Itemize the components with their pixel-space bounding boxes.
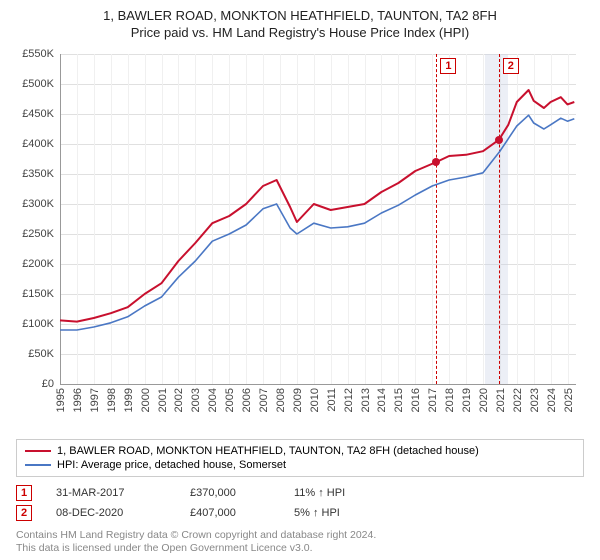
x-tick-label: 2010 [309,388,321,412]
y-tick-label: £550K [16,48,54,60]
event-pct-2: 5% ↑ HPI [294,507,404,519]
x-tick-label: 2022 [512,388,524,412]
series-marker-property [432,158,440,166]
x-tick-label: 2017 [427,388,439,412]
series-svg [60,54,576,384]
x-tick-label: 2011 [326,388,338,412]
event-date-2: 08-DEC-2020 [56,507,166,519]
x-tick-label: 2008 [275,388,287,412]
event-price-1: £370,000 [190,487,270,499]
legend-swatch-hpi [25,464,51,466]
legend-label-property: 1, BAWLER ROAD, MONKTON HEATHFIELD, TAUN… [57,445,479,457]
x-tick-label: 2003 [190,388,202,412]
legend-label-hpi: HPI: Average price, detached house, Some… [57,459,286,471]
x-tick-label: 2001 [157,388,169,412]
series-line-property [60,90,574,322]
event-marker-badge-2: 2 [503,58,519,74]
x-tick-label: 2019 [461,388,473,412]
footer-line1: Contains HM Land Registry data © Crown c… [16,529,584,543]
event-row-2: 2 08-DEC-2020 £407,000 5% ↑ HPI [16,503,584,523]
y-tick-label: £300K [16,198,54,210]
x-tick-label: 2015 [393,388,405,412]
x-tick-label: 2018 [444,388,456,412]
chart-title-line1: 1, BAWLER ROAD, MONKTON HEATHFIELD, TAUN… [16,8,584,23]
y-tick-label: £150K [16,288,54,300]
x-tick-label: 2005 [224,388,236,412]
event-marker-badge-1: 1 [440,58,456,74]
x-tick-label: 2009 [292,388,304,412]
x-tick-label: 2013 [360,388,372,412]
x-tick-label: 2025 [563,388,575,412]
x-tick-label: 1996 [72,388,84,412]
x-tick-label: 2021 [495,388,507,412]
x-tick-label: 2004 [207,388,219,412]
legend: 1, BAWLER ROAD, MONKTON HEATHFIELD, TAUN… [16,439,584,477]
event-price-2: £407,000 [190,507,270,519]
x-tick-label: 2024 [546,388,558,412]
x-tick-label: 1998 [106,388,118,412]
legend-swatch-property [25,450,51,452]
x-tick-label: 1999 [123,388,135,412]
legend-item-hpi: HPI: Average price, detached house, Some… [25,458,575,472]
chart-area: £0 £50K £100K £150K £200K £250K £300K £350K £400… [16,46,584,435]
chart-titles: 1, BAWLER ROAD, MONKTON HEATHFIELD, TAUN… [16,8,584,40]
event-badge-2: 2 [16,505,32,521]
y-tick-label: £0 [16,378,54,390]
y-tick-label: £100K [16,318,54,330]
y-tick-label: £250K [16,228,54,240]
event-row-1: 1 31-MAR-2017 £370,000 11% ↑ HPI [16,483,584,503]
legend-item-property: 1, BAWLER ROAD, MONKTON HEATHFIELD, TAUN… [25,444,575,458]
x-tick-label: 1997 [89,388,101,412]
series-line-hpi [60,115,574,330]
x-tick-label: 2016 [410,388,422,412]
chart-container: 1, BAWLER ROAD, MONKTON HEATHFIELD, TAUN… [0,0,600,560]
events-table: 1 31-MAR-2017 £370,000 11% ↑ HPI 2 08-DE… [16,483,584,523]
footer: Contains HM Land Registry data © Crown c… [16,529,584,556]
series-marker-property [495,136,503,144]
x-tick-label: 2007 [258,388,270,412]
x-tick-label: 1995 [55,388,67,412]
y-tick-label: £200K [16,258,54,270]
x-tick-label: 2002 [173,388,185,412]
x-tick-label: 2014 [376,388,388,412]
y-tick-label: £400K [16,138,54,150]
y-tick-label: £50K [16,348,54,360]
event-pct-1: 11% ↑ HPI [294,487,404,499]
x-tick-label: 2000 [140,388,152,412]
y-tick-label: £450K [16,108,54,120]
x-tick-label: 2012 [343,388,355,412]
y-tick-label: £350K [16,168,54,180]
event-badge-1: 1 [16,485,32,501]
y-tick-label: £500K [16,78,54,90]
x-tick-label: 2023 [529,388,541,412]
event-date-1: 31-MAR-2017 [56,487,166,499]
plot-area [60,54,576,384]
x-tick-label: 2020 [478,388,490,412]
footer-line2: This data is licensed under the Open Gov… [16,542,584,556]
chart-title-line2: Price paid vs. HM Land Registry's House … [16,25,584,40]
x-tick-label: 2006 [241,388,253,412]
